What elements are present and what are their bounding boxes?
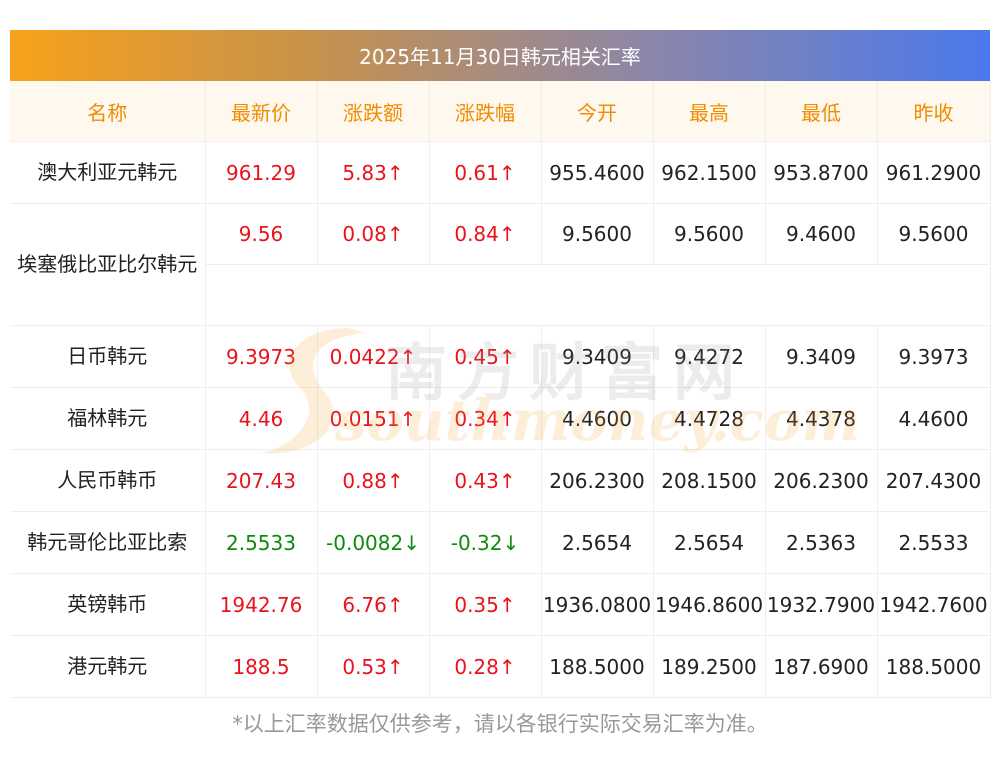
table-row: 澳大利亚元韩元 961.29 5.83↑ 0.61↑ 955.4600 962.… bbox=[10, 141, 991, 204]
high-price: 9.4272 bbox=[653, 325, 766, 388]
high-price: 4.4728 bbox=[653, 387, 766, 450]
currency-name: 埃塞俄比亚比尔韩元 bbox=[10, 203, 206, 326]
table-header-row: 名称 最新价 涨跌额 涨跌幅 今开 最高 最低 昨收 bbox=[10, 81, 991, 142]
low-price: 187.6900 bbox=[765, 635, 878, 698]
prev-close-price: 9.3973 bbox=[877, 325, 991, 388]
high-price: 189.2500 bbox=[653, 635, 766, 698]
high-price: 2.5654 bbox=[653, 511, 766, 574]
latest-price: 188.5 bbox=[205, 635, 318, 698]
low-price: 206.2300 bbox=[765, 449, 878, 512]
table-title: 2025年11月30日韩元相关汇率 bbox=[359, 45, 641, 69]
change-amount: 0.08↑ bbox=[317, 203, 430, 265]
currency-name: 港元韩元 bbox=[10, 635, 206, 698]
latest-price: 961.29 bbox=[205, 141, 318, 204]
low-price: 9.3409 bbox=[765, 325, 878, 388]
currency-name: 英镑韩币 bbox=[10, 573, 206, 636]
header-prev-close: 昨收 bbox=[877, 81, 991, 142]
change-percent: 0.43↑ bbox=[429, 449, 542, 512]
empty-cell bbox=[205, 264, 991, 326]
table-row: 英镑韩币 1942.76 6.76↑ 0.35↑ 1936.0800 1946.… bbox=[10, 573, 991, 636]
table-row: 埃塞俄比亚比尔韩元 9.56 0.08↑ 0.84↑ 9.5600 9.5600… bbox=[10, 203, 991, 326]
change-amount: 0.0151↑ bbox=[317, 387, 430, 450]
open-price: 9.3409 bbox=[541, 325, 654, 388]
header-change-pct: 涨跌幅 bbox=[429, 81, 542, 142]
open-price: 188.5000 bbox=[541, 635, 654, 698]
latest-price: 9.3973 bbox=[205, 325, 318, 388]
open-price: 1936.0800 bbox=[541, 573, 654, 636]
change-percent: 0.35↑ bbox=[429, 573, 542, 636]
change-amount: 0.88↑ bbox=[317, 449, 430, 512]
latest-price: 4.46 bbox=[205, 387, 318, 450]
header-high: 最高 bbox=[653, 81, 766, 142]
change-percent: 0.45↑ bbox=[429, 325, 542, 388]
latest-price: 2.5533 bbox=[205, 511, 318, 574]
change-amount: 6.76↑ bbox=[317, 573, 430, 636]
latest-price: 207.43 bbox=[205, 449, 318, 512]
high-price: 208.1500 bbox=[653, 449, 766, 512]
change-percent: 0.61↑ bbox=[429, 141, 542, 204]
prev-close-price: 4.4600 bbox=[877, 387, 991, 450]
low-price: 1932.7900 bbox=[765, 573, 878, 636]
change-amount: 0.53↑ bbox=[317, 635, 430, 698]
open-price: 9.5600 bbox=[541, 203, 654, 265]
exchange-rate-table: 名称 最新价 涨跌额 涨跌幅 今开 最高 最低 昨收 澳大利亚元韩元 961.2… bbox=[10, 81, 991, 698]
header-low: 最低 bbox=[765, 81, 878, 142]
prev-close-price: 1942.7600 bbox=[877, 573, 991, 636]
prev-close-price: 2.5533 bbox=[877, 511, 991, 574]
low-price: 9.4600 bbox=[765, 203, 878, 265]
high-price: 962.1500 bbox=[653, 141, 766, 204]
currency-name: 澳大利亚元韩元 bbox=[10, 141, 206, 204]
low-price: 4.4378 bbox=[765, 387, 878, 450]
currency-name: 韩元哥伦比亚比索 bbox=[10, 511, 206, 574]
header-open: 今开 bbox=[541, 81, 654, 142]
open-price: 2.5654 bbox=[541, 511, 654, 574]
disclaimer-note: *以上汇率数据仅供参考，请以各银行实际交易汇率为准。 bbox=[232, 712, 768, 736]
prev-close-price: 207.4300 bbox=[877, 449, 991, 512]
latest-price: 9.56 bbox=[205, 203, 318, 265]
currency-name: 人民币韩币 bbox=[10, 449, 206, 512]
table-row: 港元韩元 188.5 0.53↑ 0.28↑ 188.5000 189.2500… bbox=[10, 635, 991, 698]
table-row: 福林韩元 4.46 0.0151↑ 0.34↑ 4.4600 4.4728 4.… bbox=[10, 387, 991, 450]
currency-name: 福林韩元 bbox=[10, 387, 206, 450]
prev-close-price: 961.2900 bbox=[877, 141, 991, 204]
table-row: 韩元哥伦比亚比索 2.5533 -0.0082↓ -0.32↓ 2.5654 2… bbox=[10, 511, 991, 574]
high-price: 1946.8600 bbox=[653, 573, 766, 636]
prev-close-price: 188.5000 bbox=[877, 635, 991, 698]
change-percent: 0.84↑ bbox=[429, 203, 542, 265]
table-row-continuation bbox=[10, 264, 991, 326]
change-percent: 0.34↑ bbox=[429, 387, 542, 450]
low-price: 953.8700 bbox=[765, 141, 878, 204]
table-row: 日币韩元 9.3973 0.0422↑ 0.45↑ 9.3409 9.4272 … bbox=[10, 325, 991, 388]
change-amount: 0.0422↑ bbox=[317, 325, 430, 388]
change-amount: 5.83↑ bbox=[317, 141, 430, 204]
change-percent: 0.28↑ bbox=[429, 635, 542, 698]
open-price: 4.4600 bbox=[541, 387, 654, 450]
header-latest: 最新价 bbox=[205, 81, 318, 142]
table-row: 人民币韩币 207.43 0.88↑ 0.43↑ 206.2300 208.15… bbox=[10, 449, 991, 512]
change-amount: -0.0082↓ bbox=[317, 511, 430, 574]
open-price: 206.2300 bbox=[541, 449, 654, 512]
header-name: 名称 bbox=[10, 81, 206, 142]
high-price: 9.5600 bbox=[653, 203, 766, 265]
low-price: 2.5363 bbox=[765, 511, 878, 574]
open-price: 955.4600 bbox=[541, 141, 654, 204]
table-title-bar: 2025年11月30日韩元相关汇率 bbox=[10, 30, 990, 81]
prev-close-price: 9.5600 bbox=[877, 203, 991, 265]
latest-price: 1942.76 bbox=[205, 573, 318, 636]
currency-name: 日币韩元 bbox=[10, 325, 206, 388]
change-percent: -0.32↓ bbox=[429, 511, 542, 574]
header-change: 涨跌额 bbox=[317, 81, 430, 142]
